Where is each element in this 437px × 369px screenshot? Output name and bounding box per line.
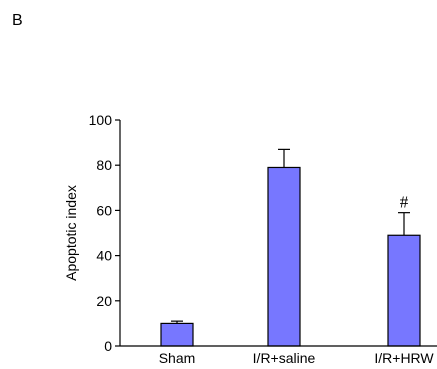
y-tick-label-0: 0 <box>104 338 112 354</box>
x-category-label-1: I/R+saline <box>253 350 316 366</box>
x-category-label-0: Sham <box>159 350 196 366</box>
y-tick-label-60: 60 <box>96 202 112 218</box>
y-tick-label-20: 20 <box>96 293 112 309</box>
bar-2 <box>387 234 421 347</box>
y-axis-title: Apoptotic index <box>63 185 79 281</box>
panel-label: B <box>12 12 23 29</box>
y-tick-label-100: 100 <box>89 112 113 128</box>
x-category-label-2: I/R+HRW <box>374 350 434 366</box>
bar-0 <box>160 322 194 347</box>
bar-1 <box>267 166 301 347</box>
y-axis: 0 20 40 60 80 100 <box>89 112 121 354</box>
y-tick-label-80: 80 <box>96 157 112 173</box>
x-axis: Sham I/R+saline I/R+HRW <box>120 345 437 366</box>
bar-annotation-2: # <box>400 193 409 212</box>
y-tick-label-40: 40 <box>96 248 112 264</box>
bars-group: # <box>160 148 421 347</box>
